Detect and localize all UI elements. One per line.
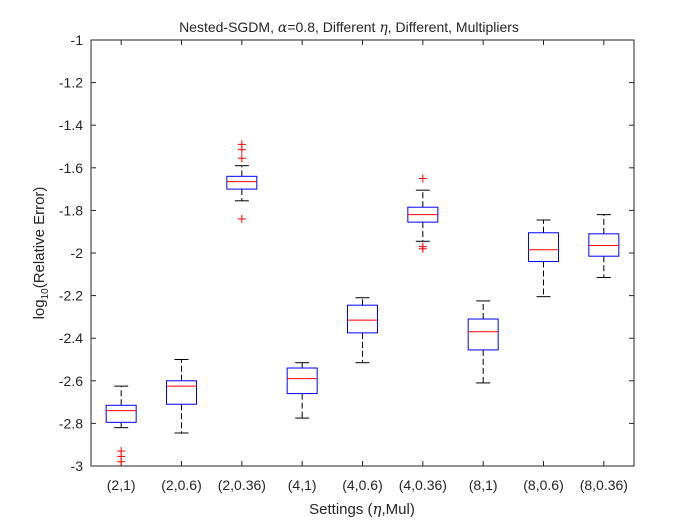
x-tick-label: (8,0.6) xyxy=(523,477,563,493)
iqr-box xyxy=(226,175,258,190)
box-6 xyxy=(407,174,439,253)
y-tick-label: -2.8 xyxy=(59,415,83,431)
x-tick-label: (4,0.6) xyxy=(342,477,382,493)
x-tick-label: (8,1) xyxy=(469,477,498,493)
y-tick-label: -2.4 xyxy=(59,330,83,346)
y-tick-label: -2.6 xyxy=(59,373,83,389)
y-tick-label: -1.8 xyxy=(59,202,83,218)
box-4 xyxy=(286,362,318,419)
iqr-box xyxy=(588,233,620,257)
iqr-box xyxy=(286,367,318,395)
box-1 xyxy=(105,385,137,466)
y-tick-label: -1.6 xyxy=(59,160,83,176)
x-tick-label: (2,0.36) xyxy=(218,477,266,493)
outlier-marker xyxy=(418,174,427,183)
box-5 xyxy=(347,297,378,364)
x-axis-title: Settings (η,Mul) xyxy=(309,500,415,518)
boxes-group xyxy=(105,140,620,466)
box-3 xyxy=(226,140,258,223)
y-axis-title: log10(Relative Error) xyxy=(31,187,51,320)
y-tick-label: -1.4 xyxy=(59,117,83,133)
iqr-box xyxy=(528,232,559,263)
y-tick-label: -1.2 xyxy=(59,75,83,91)
y-tick-label: -3 xyxy=(71,458,84,474)
plot-area xyxy=(90,39,635,467)
iqr-box xyxy=(347,304,378,334)
x-tick-label: (4,1) xyxy=(288,477,317,493)
outlier-marker xyxy=(237,214,246,223)
iqr-box xyxy=(105,404,137,423)
x-tick-label: (4,0.36) xyxy=(399,477,447,493)
y-tick-label: -2 xyxy=(71,245,84,261)
y-tick-label: -2.2 xyxy=(59,288,83,304)
iqr-box xyxy=(166,380,197,405)
outlier-marker xyxy=(117,457,126,466)
outlier-marker xyxy=(237,145,246,154)
y-tick-label: -1 xyxy=(71,32,84,48)
x-tick-label: (2,0.6) xyxy=(161,477,201,493)
y-axis: -3 -2.8 -2.6 -2.4 -2.2 -2 -1.8 -1.6 -1.4 -1.2 -1 xyxy=(59,32,634,474)
iqr-box xyxy=(467,318,499,351)
box-9 xyxy=(588,214,620,278)
chart-title: Nested-SGDM, α=0.8, Different η, Differe… xyxy=(179,19,519,36)
x-axis: (2,1) (2,0.6) (2,0.36) (4,1) (4,0.6) (4,0.36)… xyxy=(107,40,628,493)
x-tick-label: (8,0.36) xyxy=(580,477,628,493)
box-7 xyxy=(467,300,499,384)
outlier-marker xyxy=(237,154,246,163)
outlier-marker xyxy=(418,244,427,253)
box-8 xyxy=(528,219,559,298)
x-tick-label: (2,1) xyxy=(107,477,136,493)
box-2 xyxy=(166,359,197,434)
